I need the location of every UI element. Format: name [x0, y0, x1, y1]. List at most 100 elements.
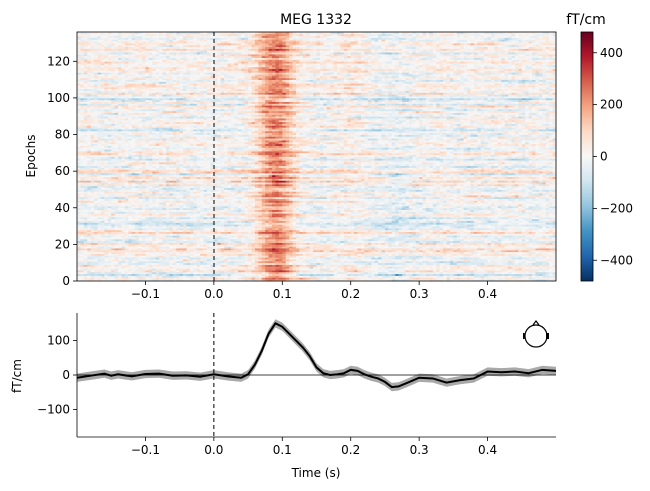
heatmap-cell: [374, 279, 379, 282]
heatmap-cell: [319, 244, 324, 247]
heatmap-cell: [508, 242, 512, 245]
heatmap-cell: [138, 242, 143, 245]
heatmap-cell: [490, 271, 495, 275]
heatmap-cell: [347, 270, 352, 273]
heatmap-cell: [326, 268, 331, 271]
heatmap-cell: [432, 255, 437, 258]
heatmap-cell: [152, 240, 157, 243]
heatmap-cell: [384, 266, 389, 269]
heatmap-cell: [525, 244, 530, 247]
heatmap-cell: [419, 257, 423, 260]
heatmap-cell: [302, 260, 307, 264]
heatmap-cell: [258, 253, 263, 256]
heatmap-cell: [295, 242, 300, 245]
heatmap-cell: [138, 244, 143, 247]
heatmap-cell: [419, 259, 423, 262]
heatmap-cell: [552, 273, 557, 276]
heatmap-cell: [323, 248, 328, 251]
heatmap-cell: [114, 257, 119, 260]
heatmap-cell: [446, 262, 451, 265]
heatmap-cell: [196, 259, 201, 262]
heatmap-cell: [374, 275, 379, 278]
heatmap-cell: [374, 249, 379, 253]
heatmap-cell: [272, 277, 276, 280]
heatmap-cell: [446, 249, 451, 253]
heatmap-cell: [196, 262, 201, 265]
heatmap-cell: [100, 244, 105, 247]
heatmap-cell: [193, 275, 198, 278]
heatmap-cell: [220, 279, 225, 282]
heatmap-cell: [316, 259, 321, 262]
heatmap-cell: [405, 248, 410, 251]
heatmap-cell: [357, 246, 362, 249]
heatmap-cell: [176, 279, 181, 282]
heatmap-cell: [381, 271, 386, 275]
heatmap-cell: [405, 257, 410, 260]
heatmap-cell: [422, 273, 427, 276]
heatmap-cell: [227, 253, 232, 256]
heatmap-cell: [333, 264, 338, 267]
heatmap-cell: [121, 251, 126, 254]
heatmap-cell: [200, 262, 204, 265]
heatmap-cell: [135, 262, 139, 265]
heatmap-cell: [155, 266, 160, 269]
heatmap-cell: [319, 271, 324, 275]
heatmap-cell: [508, 271, 512, 275]
heatmap-cell: [371, 275, 376, 278]
heatmap-cell: [497, 255, 502, 258]
heatmap-cell: [244, 268, 249, 271]
heatmap-cell: [381, 244, 386, 247]
heatmap-cell: [446, 264, 451, 267]
heatmap-cell: [405, 244, 410, 247]
heatmap-cell: [460, 259, 465, 262]
heatmap-cell: [449, 273, 454, 276]
heatmap-cell: [316, 251, 321, 254]
heatmap-cell: [395, 242, 400, 245]
heatmap-cell: [480, 277, 485, 280]
heatmap-cell: [470, 249, 475, 253]
heatmap-cell: [196, 249, 201, 253]
heatmap-cell: [494, 273, 499, 276]
heatmap-cell: [142, 246, 146, 249]
heatmap-cell: [131, 271, 136, 275]
heatmap-cell: [384, 270, 389, 273]
heatmap-cell: [145, 242, 150, 245]
heatmap-cell: [422, 262, 427, 265]
heatmap-cell: [514, 268, 519, 271]
heatmap-cell: [525, 248, 530, 251]
heatmap-cell: [443, 244, 447, 247]
heatmap-cell: [360, 242, 365, 245]
heatmap-cell: [230, 255, 235, 258]
heatmap-cell: [528, 260, 533, 264]
heatmap-cell: [295, 246, 300, 249]
heatmap-cell: [128, 240, 133, 243]
heatmap-cell: [528, 253, 533, 256]
heatmap-cell: [480, 264, 485, 267]
heatmap-cell: [381, 242, 386, 245]
heatmap-cell: [268, 242, 273, 245]
heatmap-cell: [323, 246, 328, 249]
heatmap-cell: [371, 246, 376, 249]
heatmap-cell: [319, 257, 324, 260]
heatmap-cell: [415, 248, 420, 251]
heatmap-cell: [501, 270, 506, 273]
heatmap-cell: [360, 249, 365, 253]
heatmap-cell: [343, 262, 348, 265]
heatmap-cell: [207, 264, 211, 267]
heatmap-cell: [367, 270, 372, 273]
heatmap-cell: [354, 275, 358, 278]
heatmap-cell: [449, 255, 454, 258]
heatmap-cell: [501, 260, 506, 264]
heatmap-cell: [302, 264, 307, 267]
heatmap-cell: [313, 268, 317, 271]
heatmap-cell: [111, 277, 116, 280]
heatmap-cell: [439, 244, 444, 247]
heatmap-cell: [398, 275, 403, 278]
heatmap-cell: [148, 253, 153, 256]
heatmap-cell: [261, 264, 266, 267]
heatmap-cell: [470, 273, 475, 276]
heatmap-cell: [470, 279, 475, 282]
heatmap-cell: [408, 242, 413, 245]
heatmap-cell: [357, 266, 362, 269]
heatmap-cell: [360, 248, 365, 251]
